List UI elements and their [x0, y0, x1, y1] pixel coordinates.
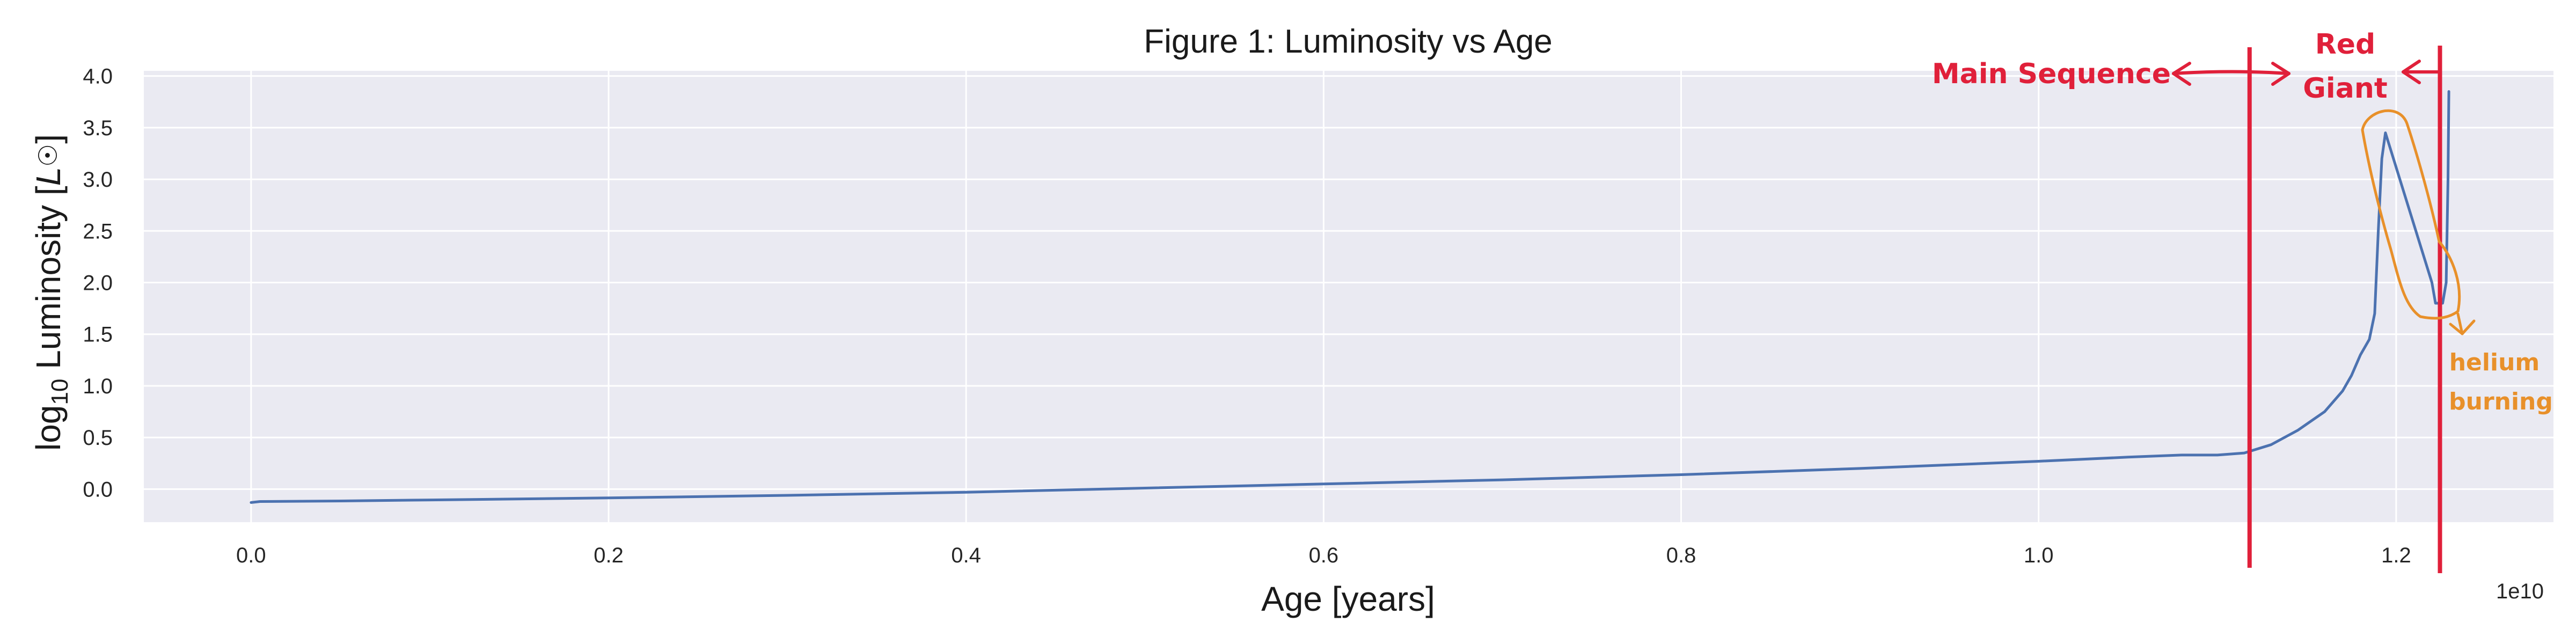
y-tick-label: 3.0	[83, 168, 113, 192]
x-tick-labels: 0.0 0.2 0.4 0.6 0.8 1.0 1.2	[236, 544, 2411, 567]
main-sequence-label: Main Sequence	[1932, 58, 2171, 90]
red-giant-arrow	[2402, 60, 2441, 84]
x-tick-label: 1.0	[2024, 544, 2054, 567]
x-tick-label: 0.2	[594, 544, 624, 567]
y-tick-label: 0.5	[83, 426, 113, 450]
x-tick-label: 1.2	[2381, 544, 2411, 567]
y-gridlines	[144, 75, 2553, 490]
y-tick-labels: 0.0 0.5 1.0 1.5 2.0 2.5 3.0 3.5 4.0	[83, 65, 113, 502]
y-tick-label: 0.0	[83, 478, 113, 501]
y-tick-label: 4.0	[83, 65, 113, 89]
x-tick-label: 0.4	[951, 544, 981, 567]
helium-burning-loop	[2361, 109, 2476, 335]
helium-burning-label-line1: helium	[2449, 349, 2540, 376]
x-tick-label: 0.8	[1666, 544, 1696, 567]
helium-burning-label-line2: burning	[2449, 388, 2553, 415]
y-tick-label: 2.0	[83, 272, 113, 295]
y-tick-label: 1.0	[83, 375, 113, 398]
x-axis-label: Age [years]	[1261, 580, 1435, 618]
y-tick-label: 2.5	[83, 219, 113, 243]
y-tick-label: 3.5	[83, 116, 113, 140]
x-tick-label: 0.0	[236, 544, 266, 567]
red-giant-label-line2: Giant	[2303, 72, 2387, 105]
main-sequence-arrow	[2172, 62, 2290, 86]
plot-area	[144, 71, 2553, 522]
x-tick-label: 0.6	[1309, 544, 1339, 567]
red-giant-label-line1: Red	[2315, 28, 2376, 61]
chart-title: Figure 1: Luminosity vs Age	[1144, 23, 1553, 60]
x-gridlines	[250, 71, 2397, 522]
y-tick-label: 1.5	[83, 323, 113, 347]
series-layer	[250, 90, 2450, 504]
y-axis-label: log10 Luminosity [L☉]	[29, 134, 73, 451]
x-axis-offset-label: 1e10	[2496, 580, 2544, 603]
luminosity-series-line	[250, 90, 2450, 504]
